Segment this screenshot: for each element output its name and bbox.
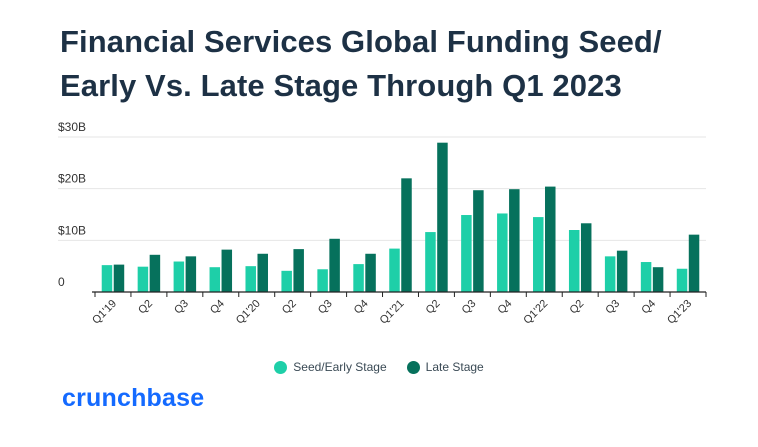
x-axis-labels: Q1'19 Q2 Q3 Q4 Q1'20 Q2 Q3 Q4 Q1'21 Q2 Q3 Q4 Q1'22 Q2… — [90, 298, 694, 327]
x-tick-label: Q3 — [603, 298, 622, 317]
x-tick-label: Q4 — [639, 298, 658, 317]
bar-late-stage — [149, 254, 161, 292]
bar-late-stage — [509, 189, 520, 292]
legend: Seed/Early Stage Late Stage — [0, 360, 758, 374]
x-tick-label: Q2 — [424, 298, 443, 317]
y-tick-label: 0 — [58, 275, 65, 289]
chart-title: Financial Services Global Funding Seed/ … — [60, 24, 662, 103]
bar-seed-early — [353, 264, 364, 292]
x-tick-label: Q3 — [460, 298, 479, 317]
bars — [101, 142, 700, 292]
bar-late-stage — [257, 253, 268, 292]
bar-late-stage — [401, 178, 412, 292]
y-tick-label: $30B — [58, 120, 86, 134]
x-tick-label: Q1'22 — [521, 298, 550, 327]
legend-item-seed: Seed/Early Stage — [274, 360, 387, 374]
bar-seed-early — [245, 266, 256, 292]
x-tick-label: Q2 — [280, 298, 299, 317]
bar-seed-early — [209, 267, 221, 292]
bar-seed-early — [425, 232, 436, 292]
bar-seed-early — [281, 270, 292, 292]
x-tick-label: Q4 — [352, 298, 371, 317]
x-tick-label: Q3 — [172, 298, 191, 317]
bar-late-stage — [437, 142, 448, 292]
bar-seed-early — [533, 217, 544, 292]
bar-late-stage — [113, 264, 125, 292]
legend-swatch-seed — [274, 360, 288, 374]
x-tick-label: Q4 — [208, 298, 227, 317]
legend-item-late: Late Stage — [406, 360, 484, 374]
x-tick-label: Q4 — [496, 298, 515, 317]
bar-late-stage — [329, 238, 340, 292]
bar-seed-early — [497, 213, 508, 292]
bar-seed-early — [604, 256, 616, 292]
bar-late-stage — [688, 234, 700, 292]
x-tick-label: Q1'21 — [378, 298, 407, 327]
bar-seed-early — [173, 261, 185, 292]
x-axis — [92, 291, 707, 297]
y-axis-labels: 0 $10B $20B $30B — [58, 120, 86, 289]
legend-swatch-late — [406, 360, 420, 374]
bar-late-stage — [473, 190, 484, 292]
bar-seed-early — [101, 265, 113, 292]
x-tick-label: Q3 — [316, 298, 335, 317]
x-tick-label: Q1'20 — [234, 298, 263, 327]
bar-seed-early — [317, 269, 328, 292]
bar-late-stage — [652, 267, 664, 292]
x-tick-label: Q2 — [567, 298, 586, 317]
bar-seed-early — [389, 248, 400, 292]
x-tick-label: Q1'23 — [665, 298, 694, 327]
x-tick-label: Q2 — [136, 298, 155, 317]
bar-seed-early — [568, 230, 580, 292]
bar-late-stage — [545, 186, 556, 292]
bar-seed-early — [676, 268, 688, 292]
bar-late-stage — [616, 250, 628, 292]
bar-seed-early — [461, 215, 472, 292]
x-tick-label: Q1'19 — [90, 298, 119, 327]
bar-late-stage — [293, 249, 304, 292]
crunchbase-logo: crunchbase — [62, 384, 205, 412]
bar-late-stage — [221, 249, 233, 292]
bar-late-stage — [185, 256, 197, 292]
y-tick-label: $20B — [58, 172, 86, 186]
bar-seed-early — [137, 266, 149, 292]
legend-label-seed: Seed/Early Stage — [293, 360, 387, 374]
legend-label-late: Late Stage — [425, 360, 484, 374]
gridlines — [58, 136, 706, 241]
bar-late-stage — [365, 253, 376, 292]
y-tick-label: $10B — [58, 223, 86, 237]
bar-seed-early — [640, 262, 652, 292]
bar-late-stage — [580, 223, 592, 292]
